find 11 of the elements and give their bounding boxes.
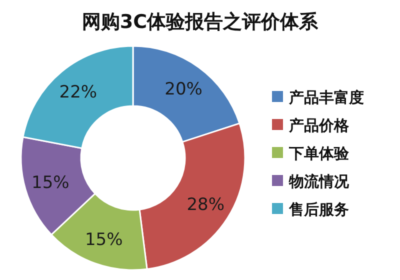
legend-label: 售后服务 — [288, 200, 349, 218]
legend-label: 产品价格 — [288, 116, 350, 134]
legend-label: 物流情况 — [288, 172, 350, 190]
data-label: 22% — [59, 82, 98, 103]
data-label: 20% — [164, 79, 202, 100]
data-label: 15% — [84, 230, 123, 250]
legend-label: 产品丰富度 — [288, 88, 364, 106]
data-label: 28% — [186, 195, 225, 216]
chart-title: 网购3C体验报告之评价体系 — [82, 11, 320, 33]
data-label: 15% — [32, 172, 70, 193]
legend-label: 下单体验 — [288, 144, 350, 162]
